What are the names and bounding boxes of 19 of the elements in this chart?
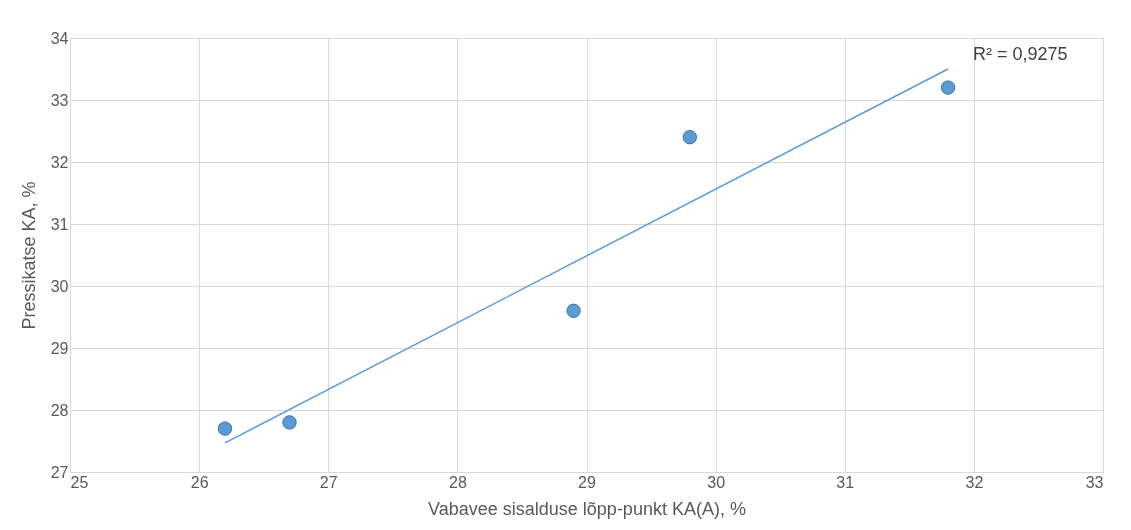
x-tick-label: 33 <box>1085 473 1104 491</box>
y-tick-label: 34 <box>50 29 69 47</box>
y-tick-label: 30 <box>50 277 69 295</box>
x-tick-label: 31 <box>836 473 855 491</box>
y-tick-label: 28 <box>50 401 69 419</box>
y-tick-label: 32 <box>50 153 69 171</box>
y-tick-label: 31 <box>50 215 69 233</box>
x-tick-label: 26 <box>190 473 209 491</box>
annotation: R² = 0,9275 <box>973 44 1068 64</box>
x-tick-label: 29 <box>578 473 596 491</box>
x-tick-label: 25 <box>70 473 89 491</box>
x-tick-label: 27 <box>319 473 338 491</box>
x-tick-label: 32 <box>965 473 984 491</box>
x-tick-label: 28 <box>448 473 467 491</box>
x-tick-label: 30 <box>707 473 726 491</box>
x-axis-title: Vabavee sisalduse lõpp-punkt KA(A), % <box>428 498 746 519</box>
y-tick-label: 29 <box>50 339 69 357</box>
y-tick-label: 33 <box>50 91 69 109</box>
y-axis-title: Pressikatse KA, % <box>18 181 39 330</box>
